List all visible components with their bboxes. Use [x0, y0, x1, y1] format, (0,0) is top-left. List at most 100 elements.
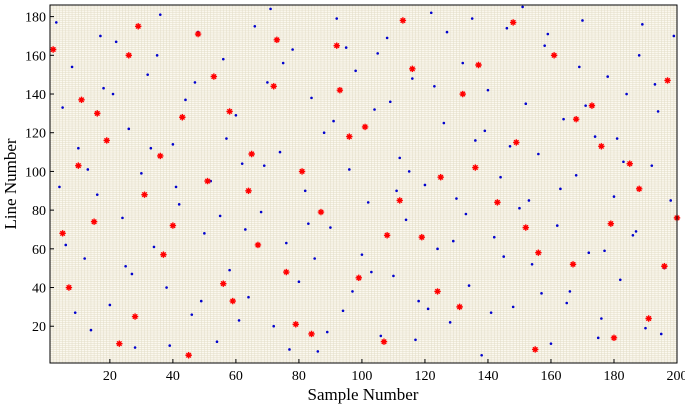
scatter-point-dot [543, 44, 546, 47]
scatter-point-dot [562, 117, 565, 121]
scatter-point-dot [215, 340, 219, 344]
scatter-point-dot [111, 92, 115, 96]
scatter-point-dot [407, 170, 411, 173]
scatter-point-dot [508, 144, 512, 148]
scatter-point-dot [228, 268, 231, 272]
y-tick-label: 60 [32, 243, 46, 258]
scatter-point-dot [392, 274, 395, 278]
scatter-point-dot [436, 247, 439, 251]
scatter-point-asterisk [194, 30, 202, 38]
scatter-point-dot [152, 245, 156, 249]
grid-lines [49, 4, 678, 364]
scatter-point-asterisk [333, 42, 340, 49]
scatter-point-dot [140, 172, 143, 175]
scatter-point-dot [341, 309, 345, 313]
scatter-point-dot [615, 137, 619, 140]
scatter-point-asterisk [626, 160, 633, 167]
scatter-point-asterisk [661, 263, 668, 270]
scatter-point-dot [530, 263, 534, 266]
scatter-point-dot [335, 17, 339, 20]
scatter-point-dot [622, 160, 625, 164]
scatter-point-asterisk [135, 23, 142, 30]
scatter-point-dot [659, 332, 663, 336]
scatter-point-dot [114, 40, 118, 44]
y-tick-label: 180 [25, 11, 46, 26]
scatter-point-dot [527, 199, 531, 202]
scatter-point-dot [124, 264, 127, 268]
scatter-point-dot [593, 135, 597, 138]
scatter-point-dot [307, 222, 310, 225]
scatter-point-dot [414, 338, 417, 342]
scatter-point-dot [574, 173, 578, 177]
scatter-point-dot [89, 328, 93, 332]
scatter-point-asterisk [434, 288, 441, 295]
scatter-point-dot [291, 48, 294, 51]
x-tick-label: 160 [540, 369, 561, 384]
scatter-point-asterisk [292, 321, 299, 328]
scatter-point-dot [127, 127, 131, 131]
scatter-point-asterisk [308, 330, 315, 338]
scatter-point-asterisk [664, 77, 671, 84]
scatter-point-asterisk [635, 185, 643, 193]
scatter-point-asterisk [169, 222, 177, 229]
scatter-point-dot [524, 102, 528, 105]
scatter-point-asterisk [645, 315, 652, 322]
scatter-point-dot [102, 86, 105, 90]
scatter-point-dot [259, 210, 263, 214]
scatter-point-dot [177, 203, 181, 206]
scatter-point-dot [656, 110, 660, 113]
scatter-point-asterisk [513, 139, 520, 146]
scatter-point-dot [86, 168, 90, 171]
scatter-point-dot [168, 344, 172, 347]
y-tick-label: 40 [32, 282, 46, 297]
scatter-point-dot [158, 13, 162, 16]
scatter-point-asterisk [226, 108, 233, 115]
scatter-point-dot [253, 24, 257, 28]
scatter-point-asterisk [550, 52, 558, 59]
scatter-point-dot [540, 292, 543, 295]
scatter-point-asterisk [459, 90, 466, 98]
scatter-point-dot [641, 23, 644, 26]
scatter-point-asterisk [283, 268, 290, 276]
scatter-point-asterisk [346, 133, 353, 140]
scatter-point-dot [184, 98, 187, 102]
scatter-point-dot [225, 137, 228, 140]
scatter-point-dot [502, 255, 506, 258]
scatter-point-asterisk [185, 352, 192, 359]
scatter-point-dot [221, 57, 225, 61]
scatter-point-dot [303, 189, 307, 193]
scatter-point-asterisk [179, 114, 186, 121]
scatter-point-asterisk [588, 102, 596, 109]
y-tick-label: 20 [32, 320, 46, 335]
scatter-point-asterisk [475, 61, 482, 69]
scatter-point-dot [310, 96, 313, 100]
scatter-point-dot [505, 26, 509, 30]
scatter-point-asterisk [522, 224, 529, 231]
plot-area [50, 5, 677, 363]
scatter-point-dot [285, 241, 288, 245]
y-tick-label: 160 [25, 49, 46, 64]
scatter-point-dot [61, 106, 64, 109]
scatter-point-dot [99, 34, 102, 38]
scatter-point-dot [546, 32, 550, 36]
scatter-point-dot [77, 146, 80, 150]
scatter-point-dot [395, 189, 398, 193]
scatter-point-dot [555, 224, 559, 227]
y-axis-label: Line Number [1, 138, 20, 229]
scatter-point-asterisk [598, 143, 605, 150]
scatter-point-asterisk [210, 73, 218, 80]
scatter-point-dot [171, 143, 175, 146]
scatter-point-asterisk [418, 234, 425, 241]
scatter-point-dot [600, 317, 603, 320]
scatter-point-dot [581, 19, 584, 22]
scatter-point-dot [461, 61, 465, 65]
scatter-point-dot [155, 54, 159, 57]
scatter-point-asterisk [437, 174, 444, 181]
scatter-point-dot [73, 311, 77, 314]
scatter-point-dot [55, 21, 58, 24]
scatter-point-dot [379, 334, 383, 338]
scatter-point-dot [467, 284, 471, 287]
scatter-point-asterisk [116, 340, 123, 347]
scatter-point-dot [584, 104, 587, 107]
